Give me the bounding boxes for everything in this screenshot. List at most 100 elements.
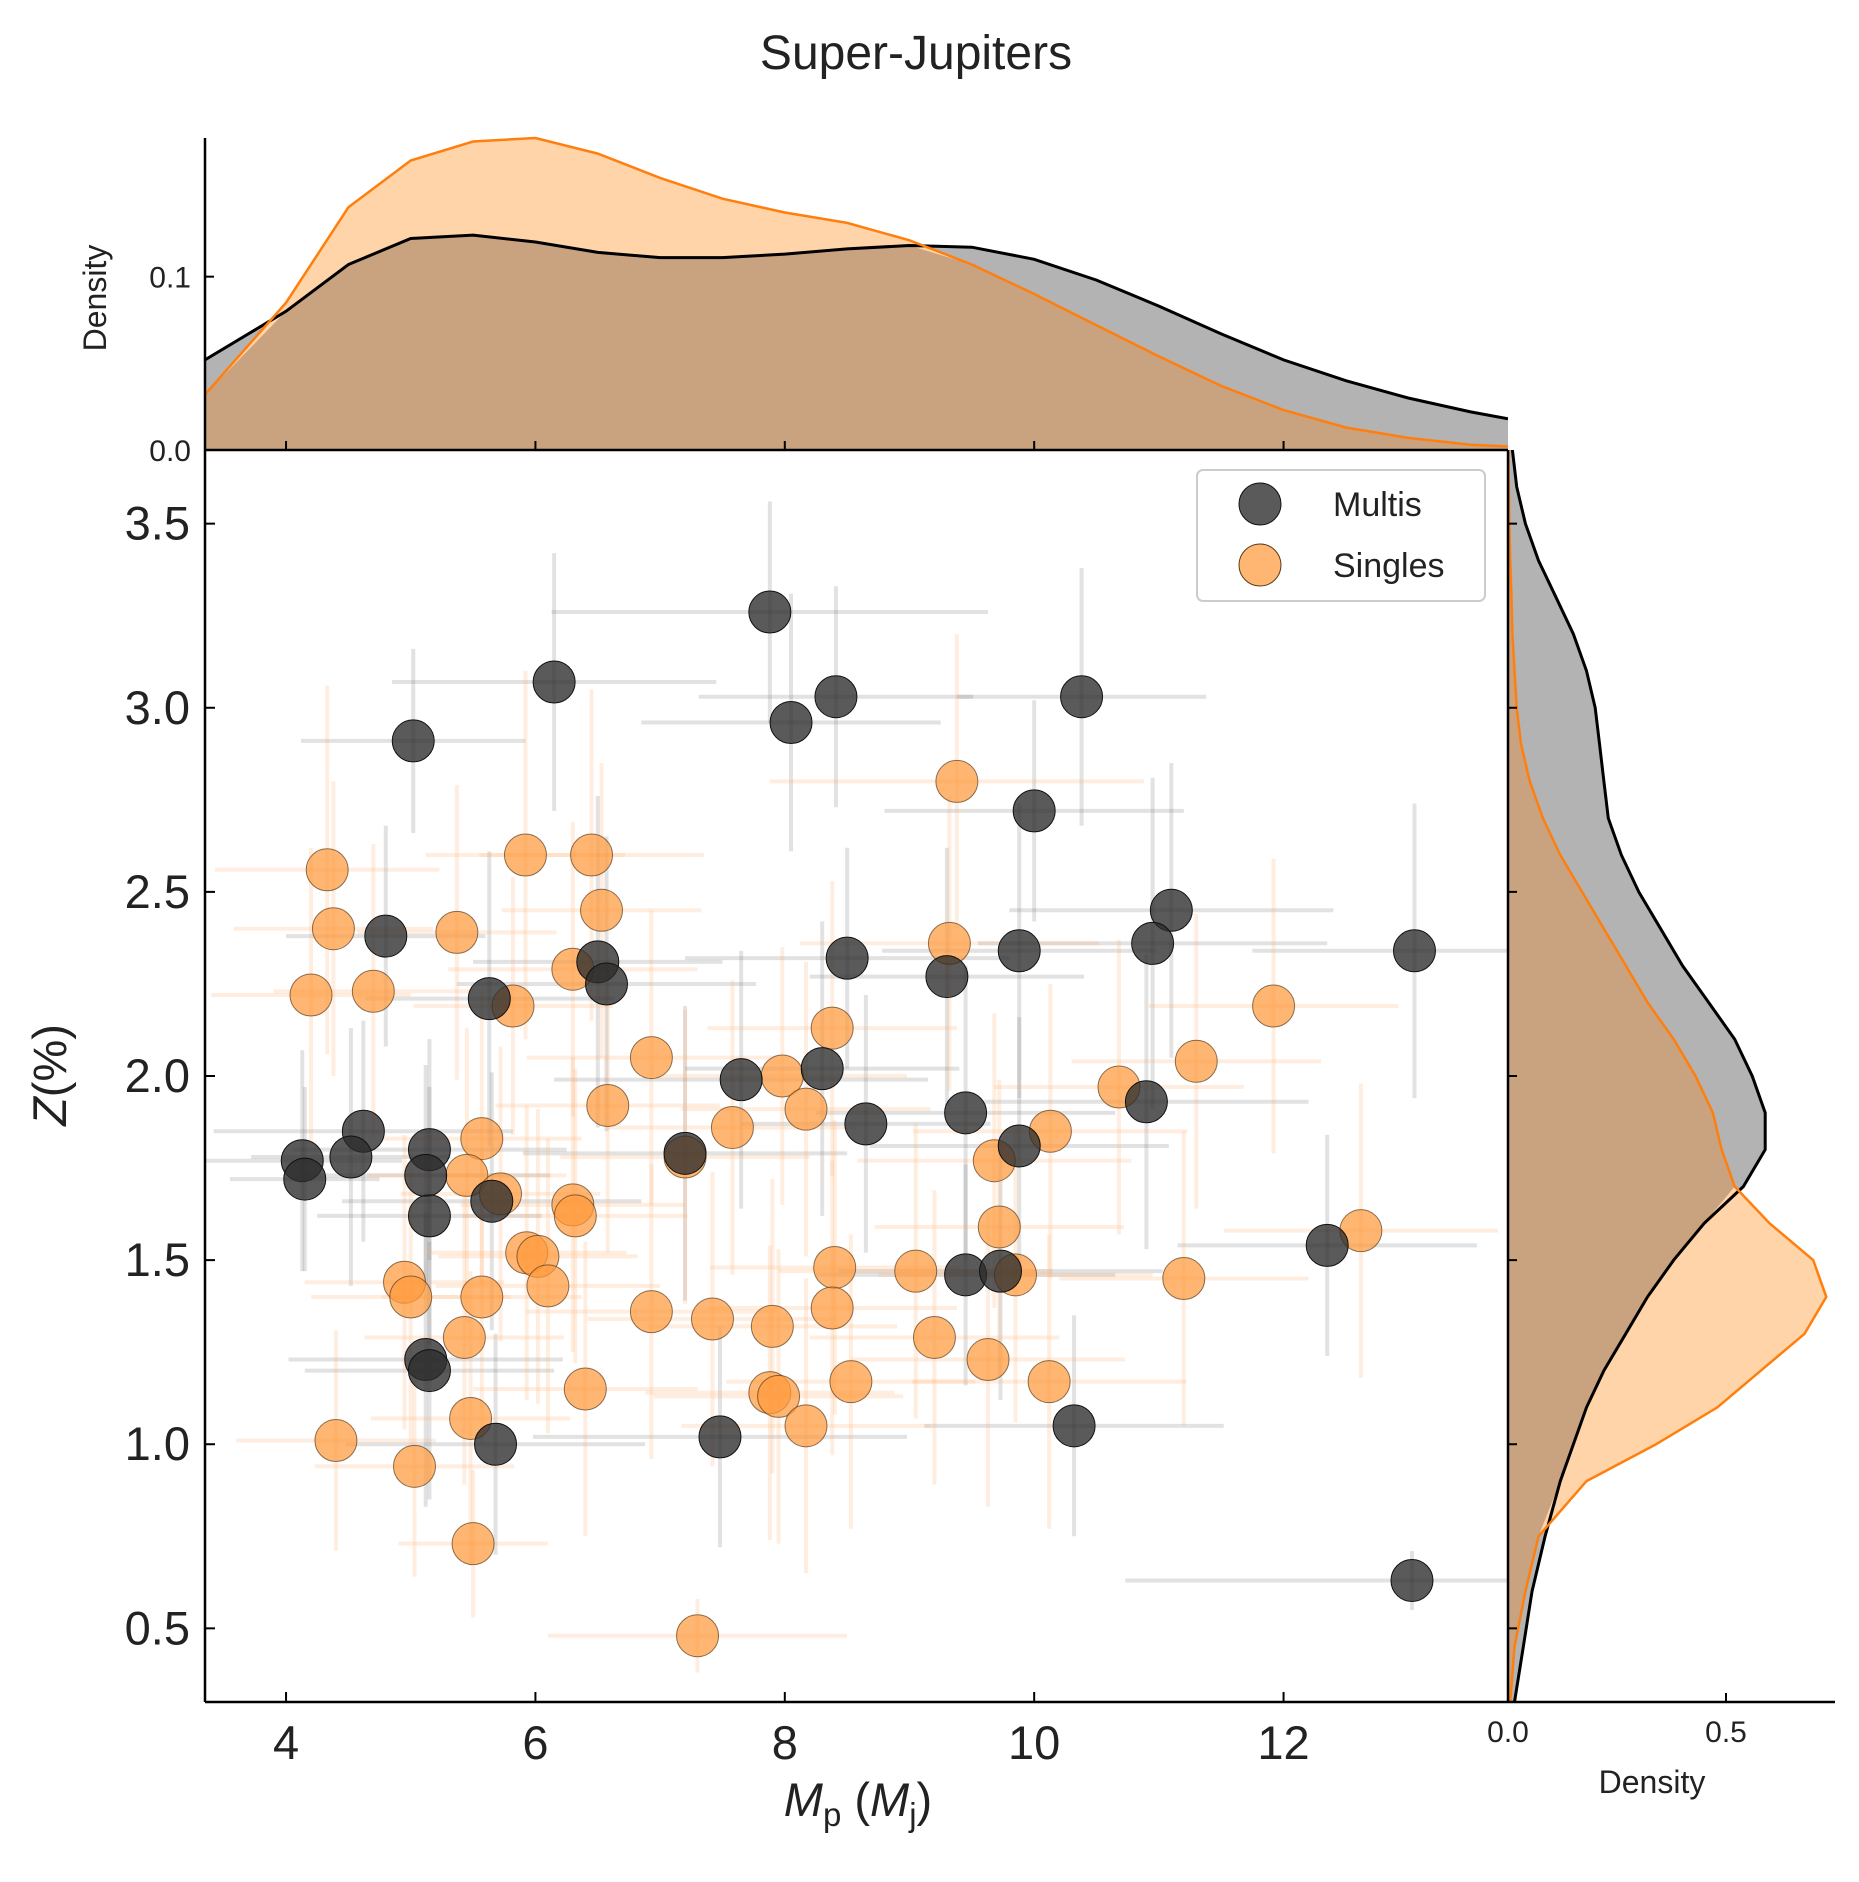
top-density-overlap-area <box>205 235 1508 450</box>
point-singles <box>570 833 614 877</box>
error-bars <box>205 501 1508 1673</box>
top-density-multis-line <box>205 233 1508 421</box>
point-multis <box>748 590 792 634</box>
point-multis <box>997 1124 1041 1168</box>
y-tick-label: 2.0 <box>125 1049 190 1102</box>
scatter-xlabel: Mp (Mj) <box>784 1773 932 1833</box>
chart-title: Super-Jupiters <box>760 27 1072 80</box>
point-multis <box>769 700 813 744</box>
point-singles <box>389 1275 433 1319</box>
point-singles <box>977 1205 1021 1249</box>
point-singles <box>750 1304 794 1348</box>
point-multis <box>391 719 435 763</box>
scatter-panel: 4 6 8 10 12 0.5 1.0 1.5 2.0 2.5 3.0 3.5 <box>125 448 1510 1769</box>
point-multis <box>467 977 511 1021</box>
point-singles <box>784 1087 828 1131</box>
xlabel-sub-j: j <box>908 1796 916 1833</box>
point-multis <box>532 660 576 704</box>
point-multis <box>1392 929 1436 973</box>
point-multis <box>800 1047 844 1091</box>
point-singles <box>460 1117 504 1161</box>
y-tick-label: 1.0 <box>125 1417 190 1470</box>
point-singles <box>1027 1360 1071 1404</box>
x-tick-label: 12 <box>1257 1716 1309 1769</box>
point-singles <box>435 910 479 954</box>
point-multis <box>1149 888 1193 932</box>
x-tick-label: 10 <box>1008 1716 1060 1769</box>
point-multis <box>719 1058 763 1102</box>
point-singles <box>784 1404 828 1448</box>
y-tick-label: 0.5 <box>125 1601 190 1654</box>
y-tick-label: 2.5 <box>125 865 190 918</box>
top-density-panel: 0.0 0.1 <box>149 136 1508 468</box>
point-singles <box>710 1106 754 1150</box>
point-singles <box>966 1338 1010 1382</box>
x-tick-label: 4 <box>273 1716 299 1769</box>
point-singles <box>894 1249 938 1293</box>
point-multis <box>1052 1404 1096 1448</box>
point-singles <box>829 1360 873 1404</box>
top-density-ylabel: Density <box>77 245 113 352</box>
point-multis <box>663 1131 707 1175</box>
point-singles <box>912 1315 956 1359</box>
xlabel-m: M <box>784 1773 824 1826</box>
point-multis <box>329 1135 373 1179</box>
point-multis <box>997 929 1041 973</box>
point-multis <box>364 914 408 958</box>
point-singles <box>351 969 395 1013</box>
point-singles <box>526 1264 570 1308</box>
point-singles <box>629 1036 673 1080</box>
legend-label-multis: Multis <box>1333 486 1422 524</box>
x-tick-label: 8 <box>772 1716 798 1769</box>
legend-marker-singles <box>1238 543 1282 587</box>
point-singles <box>676 1614 720 1658</box>
y-tick-label: 1.5 <box>125 1233 190 1286</box>
x-tick-label: 6 <box>522 1716 548 1769</box>
right-density-panel: 0.0 0.5 <box>1487 450 1835 1749</box>
right-density-singles-line <box>1508 450 1828 1702</box>
right-density-plot <box>1508 450 1828 1702</box>
point-multis <box>283 1157 327 1201</box>
legend-label-singles: Singles <box>1333 547 1445 585</box>
xlabel-sub-p: p <box>823 1796 841 1833</box>
point-singles <box>586 1083 630 1127</box>
point-multis <box>1124 1080 1168 1124</box>
xlabel-close: ) <box>917 1773 933 1826</box>
point-multis <box>1012 789 1056 833</box>
point-singles <box>935 759 979 803</box>
point-multis <box>584 962 628 1006</box>
point-singles <box>629 1290 673 1334</box>
point-singles <box>311 907 355 951</box>
point-singles <box>289 973 333 1017</box>
point-multis <box>1131 921 1175 965</box>
point-multis <box>925 955 969 999</box>
right-x-tick-label: 0.5 <box>1705 1716 1747 1749</box>
y-tick-label: 3.5 <box>125 497 190 550</box>
top-density-singles-line <box>205 136 1508 448</box>
legend-marker-multis <box>1238 482 1282 526</box>
point-singles <box>503 833 547 877</box>
point-multis <box>474 1422 518 1466</box>
point-singles <box>1162 1257 1206 1301</box>
point-singles <box>580 888 624 932</box>
top-y-tick-label: 0.1 <box>149 262 191 295</box>
point-multis <box>1305 1223 1349 1267</box>
point-singles <box>442 1315 486 1359</box>
legend: Multis Singles <box>1196 469 1486 602</box>
point-multis <box>814 675 858 719</box>
point-multis <box>979 1249 1023 1293</box>
point-multis <box>844 1102 888 1146</box>
right-density-overlap-area <box>1508 450 1735 1702</box>
point-singles <box>305 848 349 892</box>
right-x-tick-label: 0.0 <box>1487 1716 1529 1749</box>
point-multis <box>470 1179 514 1223</box>
ylabel-percent: (%) <box>23 1024 76 1097</box>
point-singles <box>460 1275 504 1319</box>
scatter-ylabel: Z(%) <box>23 1024 76 1127</box>
point-singles <box>813 1245 857 1289</box>
point-singles <box>1252 984 1296 1028</box>
point-singles <box>810 1286 854 1330</box>
point-singles <box>810 1006 854 1050</box>
top-y-tick-label: 0.0 <box>149 435 191 468</box>
